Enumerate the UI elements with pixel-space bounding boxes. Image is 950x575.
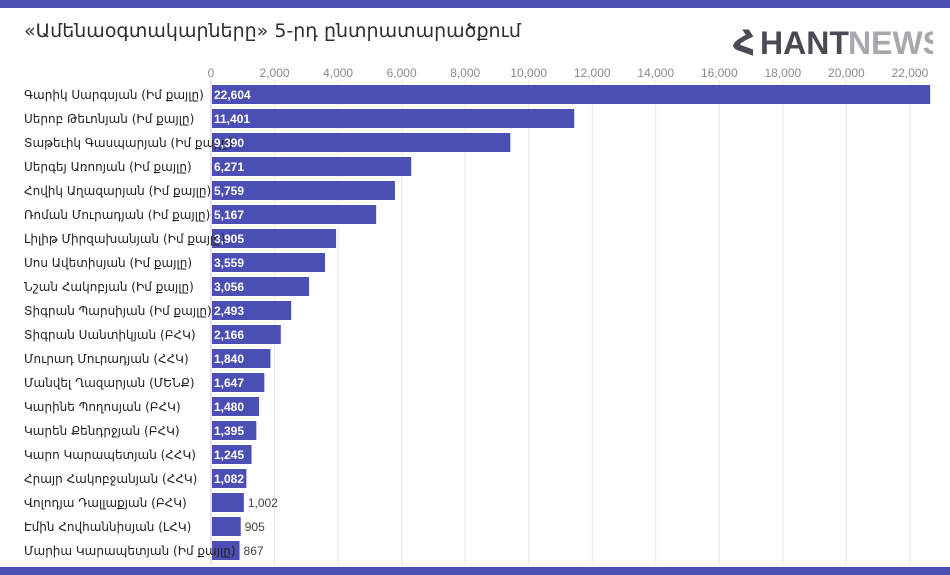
category-label: Մանվել Ղազարյան (ՄԵՆՔ) <box>24 376 195 390</box>
bar <box>212 253 326 272</box>
bar <box>212 157 412 176</box>
category-label: Նշան Հակոբյան (Իմ քայլը) <box>24 280 194 294</box>
bar <box>212 277 310 296</box>
category-label: Սերոբ Թեւոնյան (Իմ քայլը) <box>24 112 194 126</box>
category-label: Վոլոդյա Դալլաքյան (ԲՀԿ) <box>24 496 187 510</box>
category-label: Հովիկ Աղազարյան (Իմ քայլը) <box>24 184 211 198</box>
category-label: Հրայր Հակոբջանյան (ՀՀԿ) <box>24 472 197 486</box>
bar <box>212 325 281 344</box>
data-label: 3,559 <box>214 256 244 270</box>
bar <box>212 85 931 104</box>
data-label: 1,647 <box>214 376 244 390</box>
category-label: Տաթեւիկ Գասպարյան (Իմ քայլը) <box>24 136 233 150</box>
data-label: 6,271 <box>214 160 244 174</box>
x-tick-label: 4,000 <box>323 66 353 80</box>
x-tick-label: 6,000 <box>387 66 417 80</box>
category-label: Կարո Կարապետյան (ՀՀԿ) <box>24 448 196 462</box>
category-label: Սոս Ավետիսյան (Իմ քայլը) <box>24 256 192 270</box>
logo-news: NEWS <box>848 25 933 61</box>
x-tick-label: 12,000 <box>574 66 611 80</box>
bar <box>212 349 271 368</box>
data-label: 867 <box>244 544 264 558</box>
logo-hant: HANT <box>760 25 849 61</box>
top-frame-bar <box>0 0 950 8</box>
bottom-frame-bar <box>0 567 950 575</box>
x-tick-label: 2,000 <box>260 66 290 80</box>
category-label: Մուրադ Մուրադյան (ՀՀԿ) <box>24 352 189 366</box>
data-label: 9,390 <box>214 136 244 150</box>
x-tick-label: 18,000 <box>765 66 802 80</box>
x-tick-label: 16,000 <box>701 66 738 80</box>
bar <box>212 373 265 392</box>
category-label: Սերգեյ Առոոյան (Իմ քայլը) <box>24 160 192 174</box>
category-label: Տիգրան Սանտիկյան (ԲՀԿ) <box>24 328 196 342</box>
data-label: 3,056 <box>214 280 244 294</box>
data-label: 11,401 <box>214 112 250 126</box>
data-label: 1,082 <box>214 472 244 486</box>
data-label: 5,759 <box>214 184 244 198</box>
bar <box>212 181 395 200</box>
data-label: 905 <box>245 520 265 534</box>
data-label: 1,395 <box>214 424 244 438</box>
chart-title: «Ամենաօգտակարները» 5-րդ ընտրատարածքում <box>24 20 521 42</box>
x-tick-label: 8,000 <box>450 66 480 80</box>
bar <box>212 229 337 248</box>
bar <box>212 421 257 440</box>
bar <box>212 301 292 320</box>
x-tick-label: 0 <box>208 66 215 80</box>
data-label: 3,905 <box>214 232 244 246</box>
x-tick-label: 14,000 <box>637 66 674 80</box>
shant-news-logo: Հ HANT NEWS <box>733 23 933 62</box>
category-label: Կարինե Պողոսյան (ԲՀԿ) <box>24 400 181 414</box>
data-label: 1,002 <box>248 496 278 510</box>
bar <box>212 469 247 488</box>
bar-chart: 0 2,000 4,000 6,000 8,000 10,000 12,000 14,000 1… <box>24 66 931 565</box>
x-tick-label: 22,000 <box>892 66 929 80</box>
bar <box>212 517 241 536</box>
data-label: 5,167 <box>214 208 244 222</box>
category-label: Ռոման Մուրադյան (Իմ քայլը) <box>24 208 210 222</box>
bar <box>212 445 252 464</box>
x-tick-label: 20,000 <box>828 66 865 80</box>
category-label: Կարեն Քենդրջյան (ԲՀԿ) <box>24 424 180 438</box>
bar <box>212 397 260 416</box>
bar <box>212 493 244 512</box>
category-label: Տիգրան Պարսիյան (Իմ քայլը) <box>24 304 212 318</box>
category-label: Գարիկ Սարգսյան (Իմ քայլը) <box>24 88 204 102</box>
bar <box>212 109 575 128</box>
logo-glyph: Հ <box>733 23 755 62</box>
bar <box>212 205 377 224</box>
category-label: Լիլիթ Միրզախանյան (Իմ քայլը) <box>24 232 226 246</box>
bar <box>212 541 240 560</box>
data-label: 1,245 <box>214 448 244 462</box>
data-label: 1,840 <box>214 352 244 366</box>
category-label: Էմին Հովհաննիսյան (ԼՀԿ) <box>24 520 191 534</box>
bar <box>212 133 511 152</box>
data-label: 2,493 <box>214 304 244 318</box>
x-tick-label: 10,000 <box>510 66 547 80</box>
category-label: Մարիա Կարապետյան (Իմ քայլը) <box>24 544 236 558</box>
data-label: 1,480 <box>214 400 244 414</box>
data-label: 22,604 <box>214 88 251 102</box>
data-label: 2,166 <box>214 328 244 342</box>
